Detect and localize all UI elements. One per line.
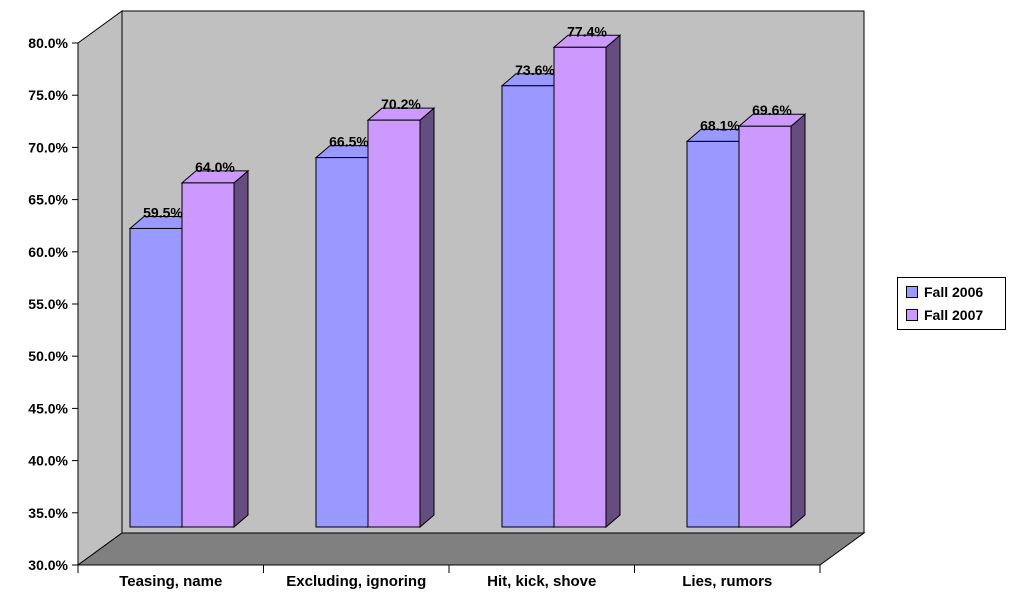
y-tick-label: 55.0% — [28, 296, 68, 312]
bar-side — [605, 34, 621, 529]
data-label: 59.5% — [143, 204, 183, 220]
y-tick-label: 80.0% — [28, 35, 68, 51]
x-category-label: Teasing, name — [119, 573, 222, 590]
floor — [76, 532, 866, 566]
side-wall — [77, 10, 123, 566]
bar-side — [790, 113, 806, 529]
x-category-label: Lies, rumors — [682, 573, 772, 590]
y-tick-label: 35.0% — [28, 505, 68, 521]
x-category-label: Hit, kick, shove — [487, 573, 596, 590]
bar — [181, 182, 235, 528]
y-tick-label: 40.0% — [28, 453, 68, 469]
data-label: 68.1% — [700, 117, 740, 133]
y-tick-label: 70.0% — [28, 139, 68, 155]
data-label: 77.4% — [567, 23, 607, 39]
bar — [367, 119, 421, 528]
data-label: 70.2% — [381, 96, 421, 112]
x-category-label: calling — [147, 591, 195, 593]
y-tick-label: 65.0% — [28, 192, 68, 208]
legend-swatch-fall-2006 — [906, 286, 918, 298]
data-label: 69.6% — [752, 102, 792, 118]
y-tick-label: 30.0% — [28, 557, 68, 573]
chart-bars — [128, 34, 807, 529]
y-tick-label: 60.0% — [28, 244, 68, 260]
bar-side — [233, 169, 249, 529]
legend-item-fall-2007: Fall 2007 — [906, 307, 983, 323]
bar — [129, 227, 183, 528]
x-category-label: Excluding, ignoring — [286, 573, 426, 590]
bar — [686, 140, 740, 528]
legend-label-fall-2007: Fall 2007 — [924, 307, 984, 323]
bar — [501, 85, 555, 528]
data-label: 73.6% — [515, 62, 555, 78]
y-tick-label: 45.0% — [28, 400, 68, 416]
y-tick-label: 75.0% — [28, 87, 68, 103]
chart-axes: 30.0% 35.0% 40.0% 45.0% 50.0% 55.0% 60.0% 65.0%… — [28, 35, 821, 573]
bar — [553, 46, 607, 528]
data-label: 64.0% — [195, 159, 235, 175]
legend: Fall 2006 Fall 2007 — [897, 277, 1006, 330]
chart-labels: Teasing, namecalling Excluding, ignoring H… — [119, 23, 792, 593]
data-label: 66.5% — [329, 134, 369, 150]
legend-label-fall-2006: Fall 2006 — [924, 284, 984, 300]
y-tick-label: 50.0% — [28, 348, 68, 364]
bar — [738, 125, 792, 528]
legend-swatch-fall-2007 — [906, 309, 918, 321]
bar-side — [419, 107, 435, 529]
legend-item-fall-2006: Fall 2006 — [906, 284, 983, 300]
bar — [315, 157, 369, 528]
